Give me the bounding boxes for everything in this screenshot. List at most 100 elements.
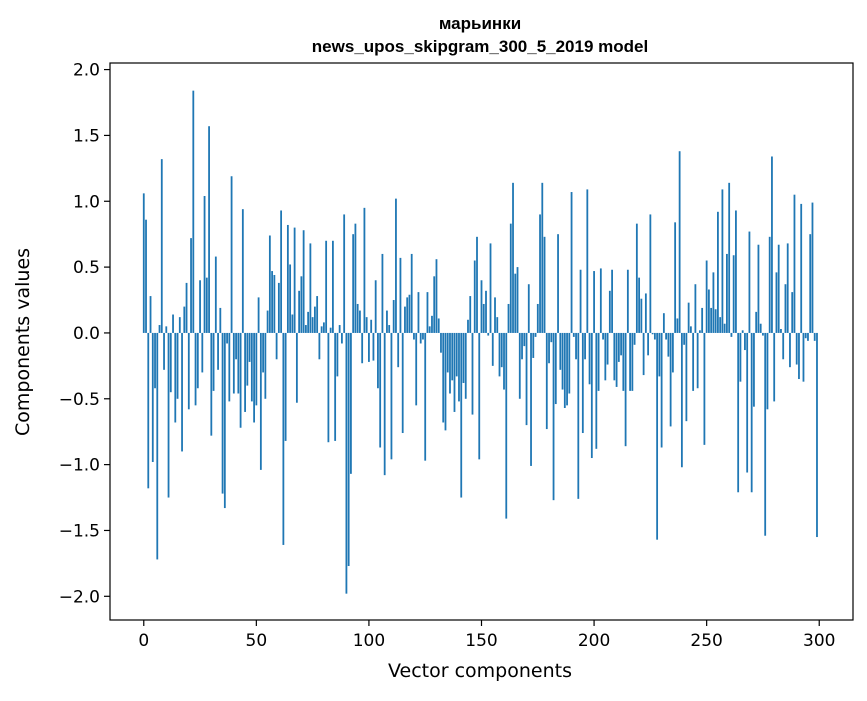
bar (304, 325, 307, 333)
bar (214, 256, 217, 333)
bar (649, 214, 652, 333)
bar (775, 272, 778, 333)
bar (680, 332, 683, 468)
bar (266, 310, 269, 333)
bar (525, 332, 528, 426)
bar (676, 318, 679, 333)
bar (723, 323, 726, 333)
bar (280, 210, 283, 333)
bar (374, 280, 377, 333)
bar (194, 332, 197, 406)
bar (482, 303, 485, 333)
bar (545, 332, 548, 430)
bar (352, 234, 355, 333)
bar (485, 290, 487, 333)
bar (295, 332, 298, 403)
bar (336, 332, 339, 377)
bar (383, 332, 386, 476)
bar (390, 332, 393, 460)
bar (509, 223, 512, 333)
bar (435, 259, 438, 333)
bar (345, 332, 348, 594)
x-tick-label: 0 (138, 631, 149, 651)
bar (746, 332, 749, 473)
bar (473, 260, 476, 333)
bar (145, 219, 147, 333)
bar (271, 271, 274, 333)
bar (172, 314, 174, 333)
bar (440, 332, 442, 353)
bar (588, 332, 591, 385)
bar (606, 332, 609, 365)
bar (253, 332, 255, 423)
bar (685, 332, 688, 422)
bar (307, 311, 310, 333)
bar (205, 277, 208, 333)
bar (626, 269, 629, 333)
bar (541, 182, 544, 333)
bar (669, 332, 672, 427)
bar (268, 235, 271, 333)
bar (237, 332, 240, 394)
bar (275, 332, 278, 360)
bar (780, 328, 782, 333)
bar (730, 332, 733, 337)
bar (392, 300, 395, 333)
bar (239, 332, 242, 428)
bar (451, 332, 454, 381)
bar (624, 332, 627, 447)
bar (365, 317, 368, 333)
bar (480, 280, 483, 333)
bar (244, 332, 246, 412)
bar (563, 332, 566, 408)
bar (512, 182, 514, 333)
bar (554, 332, 557, 405)
chart-title: марьинки (439, 14, 521, 33)
bar (293, 227, 296, 333)
bar (424, 332, 427, 461)
bar (602, 332, 604, 340)
bar (210, 332, 213, 436)
bar (735, 210, 737, 333)
bar (309, 243, 312, 333)
y-axis-label: Components values (12, 248, 34, 436)
bar (444, 332, 447, 431)
bar (255, 332, 258, 406)
bar (356, 303, 359, 333)
bar (464, 332, 467, 399)
bar (694, 284, 697, 333)
bar (674, 222, 677, 333)
bar (313, 306, 316, 333)
bar (417, 292, 420, 333)
bar (543, 236, 546, 333)
bar (800, 203, 803, 333)
bar (579, 269, 582, 333)
bar (575, 332, 577, 360)
bar (467, 319, 469, 333)
bar (622, 332, 625, 391)
bar (318, 332, 321, 360)
bar (329, 327, 332, 333)
bar (773, 332, 776, 402)
bar (386, 310, 388, 333)
bar (449, 332, 451, 394)
bar (613, 332, 616, 381)
bar (408, 294, 411, 333)
bar (334, 332, 337, 441)
bar (350, 332, 352, 474)
bar (165, 326, 168, 333)
bar (726, 253, 728, 333)
bar (505, 332, 508, 519)
bar (527, 284, 530, 333)
bar (370, 319, 373, 333)
bar (597, 332, 600, 391)
bar (460, 332, 463, 498)
bar (262, 332, 264, 373)
bar (539, 214, 541, 333)
bar (264, 332, 267, 399)
bar (656, 332, 659, 540)
bar (671, 332, 674, 373)
bar (777, 244, 780, 333)
bar (190, 238, 192, 333)
